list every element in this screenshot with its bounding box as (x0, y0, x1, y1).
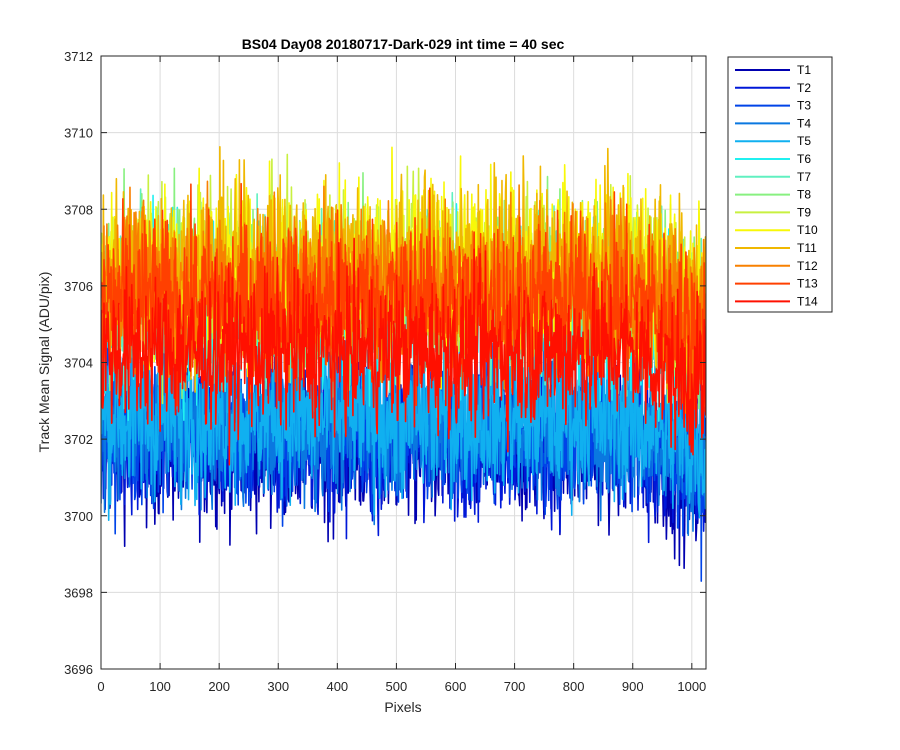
plot-area: 0 100 200 300 400 500 600 700 800 900 1000 3696369… (64, 49, 707, 694)
y-tick-label: 3708 (64, 202, 93, 217)
y-tick-label: 3706 (64, 279, 93, 294)
x-axis-label: Pixels (384, 699, 421, 715)
chart-title: BS04 Day08 20180717-Dark-029 int time = … (242, 36, 565, 52)
y-tick-label: 3700 (64, 509, 93, 524)
series-lines (101, 146, 706, 582)
series-line-t13 (101, 182, 706, 418)
y-axis: 3696 3698 3700 3702 3704 3706 3708 3710 3712 (64, 49, 706, 677)
y-tick-label: 3698 (64, 585, 93, 600)
x-tick-label: 100 (149, 679, 171, 694)
legend-label-t2: T2 (797, 81, 811, 95)
legend-label-t12: T12 (797, 259, 818, 273)
x-tick-label: 700 (504, 679, 526, 694)
legend-label-t4: T4 (797, 116, 811, 130)
x-tick-label: 600 (445, 679, 467, 694)
x-tick-label: 900 (622, 679, 644, 694)
legend-label-t8: T8 (797, 188, 811, 202)
x-tick-label: 500 (386, 679, 408, 694)
y-tick-label: 3710 (64, 126, 93, 141)
legend-label-t13: T13 (797, 277, 818, 291)
x-tick-label: 1000 (677, 679, 706, 694)
legend-label-t1: T1 (797, 63, 811, 77)
x-tick-label: 400 (326, 679, 348, 694)
legend-label-t6: T6 (797, 152, 811, 166)
x-tick-label: 0 (97, 679, 104, 694)
series-line-t14 (101, 237, 706, 466)
legend-label-t3: T3 (797, 99, 811, 113)
y-tick-label: 3712 (64, 49, 93, 64)
legend-box (727, 56, 833, 313)
legend-label-t11: T11 (797, 241, 817, 255)
legend-label-t7: T7 (797, 170, 811, 184)
x-tick-label: 200 (208, 679, 230, 694)
y-tick-label: 3696 (64, 662, 93, 677)
x-tick-label: 300 (267, 679, 289, 694)
y-tick-label: 3702 (64, 432, 93, 447)
x-axis: 0 100 200 300 400 500 600 700 800 900 1000 (97, 56, 706, 694)
legend-label-t14: T14 (797, 294, 818, 308)
legend-label-t9: T9 (797, 205, 811, 219)
legend-label-t10: T10 (797, 223, 818, 237)
x-tick-label: 800 (563, 679, 585, 694)
legend: T1 T2 T3 T4 T5 T6 T7 T8 T9 T10 T11 T12 T13 T14 (727, 56, 833, 313)
y-axis-label: Track Mean Signal (ADU/pix) (36, 272, 52, 453)
legend-label-t5: T5 (797, 134, 811, 148)
y-tick-label: 3704 (64, 356, 93, 371)
series-line-t5 (101, 312, 706, 522)
